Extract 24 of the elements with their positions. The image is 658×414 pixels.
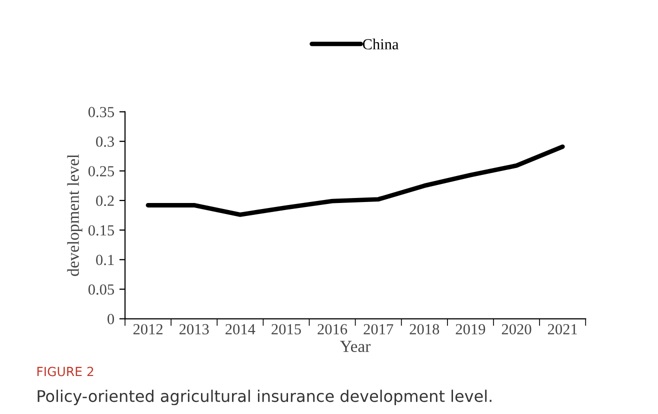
x-tick-label: 2012 [133,324,162,334]
x-tick-label: 2013 [180,324,209,334]
legend-label: China [362,38,399,50]
y-tick-label: 0.3 [96,136,114,147]
y-tick-label: 0 [108,314,114,324]
y-tick-label: 0.15 [88,225,114,236]
x-axis-title: Year [340,340,371,352]
x-tick-label: 2019 [456,324,486,334]
text: Policy-oriented agricultural insurance development level. [38,390,492,406]
line-series [146,144,565,217]
y-tick-label: 0.25 [88,166,114,176]
x-tick-label: 2020 [502,324,532,334]
x-tick-label: 2014 [226,324,256,334]
y-tick-label: 0.05 [88,284,114,295]
x-tick-label: 2017 [364,324,394,334]
x-tick-label: 2018 [410,324,440,334]
caption: FIGURE 2 [37,366,94,376]
y-axis-title: development level [67,154,82,276]
y-tick-label: 0.35 [88,106,114,118]
y-tick-label: 0.2 [96,196,114,206]
x-tick-label: 2021 [548,324,577,334]
x-tick-label: 2016 [318,324,348,334]
x-tick-label: 2015 [272,324,301,334]
y-tick-label: 0.1 [96,254,114,266]
